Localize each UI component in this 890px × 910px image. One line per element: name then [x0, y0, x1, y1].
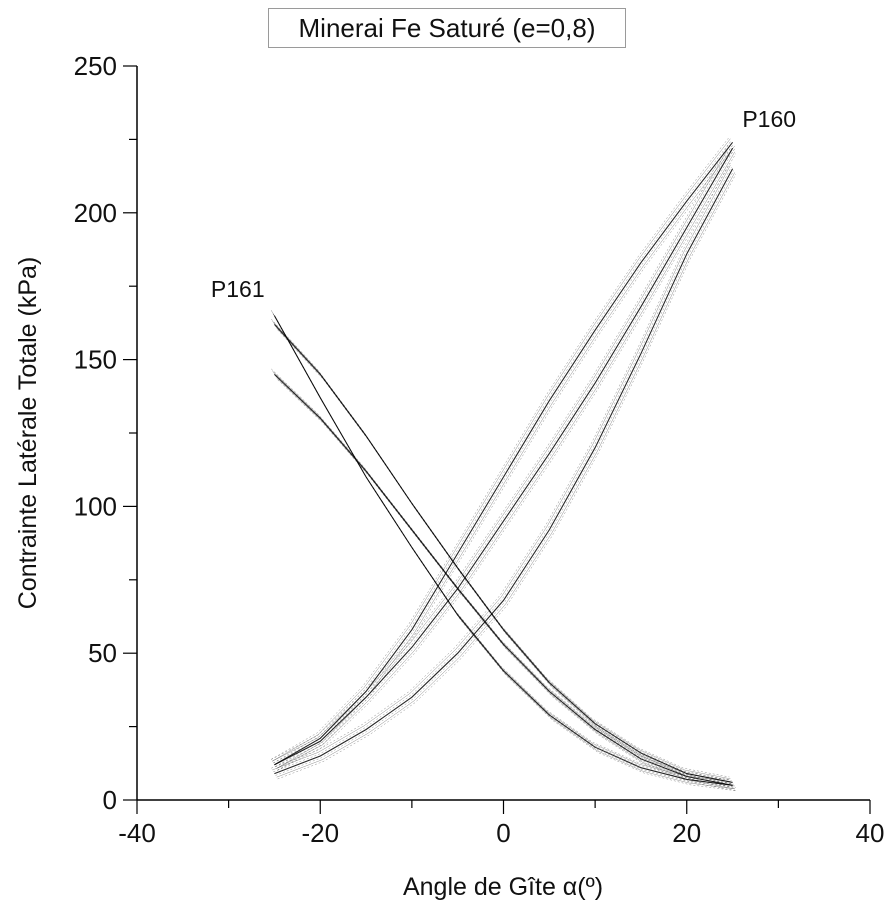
- x-tick-label: 0: [496, 818, 510, 848]
- x-tick-label: 20: [672, 818, 701, 848]
- series-line-1: [274, 141, 734, 766]
- tick-labels-group: -40 -20 0 20 40 0 50 100 150 200 250: [74, 51, 885, 848]
- series-line-4-strand: [271, 318, 730, 778]
- x-tick-label: -40: [118, 818, 156, 848]
- series-line-0-strand: [276, 151, 736, 769]
- series-line-4-strand: [276, 327, 735, 787]
- series-line-0-strand: [277, 153, 737, 771]
- x-tick-label: -20: [301, 818, 339, 848]
- annotation-p160: P160: [742, 106, 796, 132]
- series-line-5-strand: [275, 375, 734, 788]
- series-line-5-strand: [276, 377, 735, 790]
- series-line-3: [273, 315, 733, 786]
- series-line-2-strand: [276, 172, 736, 778]
- series-line-0-strand: [273, 146, 732, 764]
- series-line-2-strand: [275, 170, 734, 776]
- series-line-1-strand: [276, 145, 735, 769]
- annotations-group: P160 P161: [211, 106, 796, 302]
- series-line-1-strand: [272, 138, 731, 762]
- series-line-3-strand: [277, 320, 736, 791]
- series-line-5-strand: [272, 370, 731, 782]
- series-line-3-strand: [275, 317, 734, 788]
- series-line-0-strand: [271, 142, 730, 760]
- series-line-5: [274, 373, 733, 786]
- series-line-4: [273, 324, 733, 783]
- series-line-5-strand: [277, 379, 736, 791]
- curves-group: [270, 136, 737, 791]
- series-line-1-strand: [271, 136, 730, 760]
- y-tick-label: 250: [74, 51, 117, 81]
- chart-title: Minerai Fe Saturé (e=0,8): [268, 8, 626, 48]
- annotation-p161: P161: [211, 276, 265, 302]
- y-tick-label: 100: [74, 491, 117, 521]
- ticks-group: [123, 65, 871, 814]
- series-line-2-strand: [272, 165, 731, 771]
- x-tick-label: 40: [856, 818, 885, 848]
- y-axis-label: Contrainte Latérale Totale (kPa): [14, 257, 42, 610]
- series-line-1-strand: [275, 143, 734, 767]
- series-line-3-strand: [273, 313, 732, 784]
- y-tick-label: 0: [103, 785, 117, 815]
- axes-group: [136, 66, 870, 801]
- series-line-2-strand: [271, 163, 730, 769]
- y-tick-label: 50: [88, 638, 117, 668]
- series-line-2-strand: [273, 166, 732, 773]
- series-line-2: [274, 168, 734, 775]
- series-line-0-strand: [275, 149, 734, 767]
- series-line-4-strand: [272, 320, 731, 780]
- series-line-1-strand: [273, 140, 732, 764]
- series-line-3-strand: [276, 319, 735, 790]
- series-line-0: [274, 147, 734, 766]
- series-line-1-strand: [277, 147, 736, 771]
- series-line-2-strand: [277, 174, 737, 780]
- series-line-4-strand: [273, 322, 732, 781]
- series-line-3-strand: [270, 310, 730, 781]
- y-tick-label: 150: [74, 345, 117, 375]
- x-axis-label: Angle de Gîte α(º): [403, 873, 603, 901]
- chart-title-text: Minerai Fe Saturé (e=0,8): [298, 12, 596, 43]
- series-line-4-strand: [275, 326, 734, 785]
- y-tick-label: 200: [74, 198, 117, 228]
- series-line-0-strand: [272, 144, 731, 762]
- series-line-4-strand: [277, 329, 736, 789]
